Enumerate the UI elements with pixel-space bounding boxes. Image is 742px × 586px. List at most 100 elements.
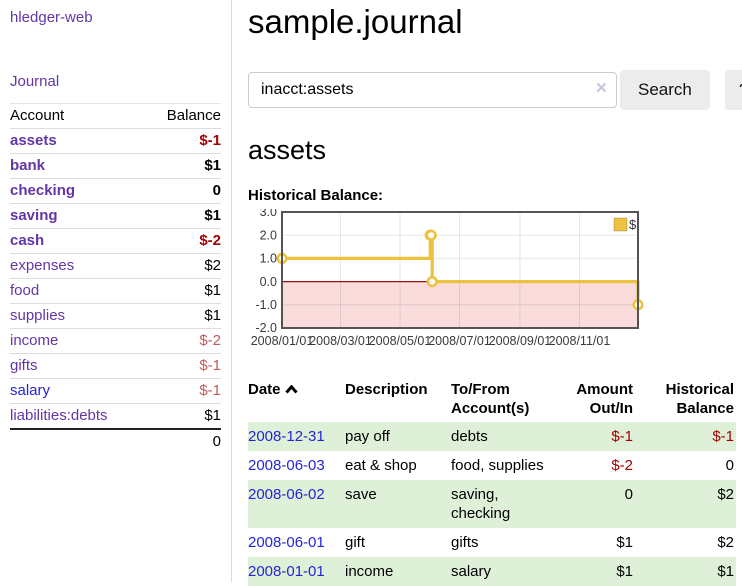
x-axis-tick-label: 2008/05/01 — [369, 334, 432, 348]
account-balance: $-1 — [145, 353, 221, 379]
account-name-cell: gifts — [10, 353, 146, 379]
transaction-date-link[interactable]: 2008-06-02 — [248, 486, 325, 503]
transaction-row: 2008-06-02 save saving, checking 0 $2 — [248, 480, 736, 528]
account-name-cell: cash — [10, 228, 146, 254]
account-balance: $1 — [145, 153, 221, 179]
help-button[interactable]: ? — [724, 70, 742, 110]
transaction-accounts: salary — [451, 563, 492, 580]
account-name-cell: food — [10, 278, 146, 304]
account-row: saving $1 — [10, 203, 221, 229]
plot-border — [281, 211, 639, 329]
account-link[interactable]: assets — [10, 132, 57, 149]
transaction-date-cell: 2008-06-03 — [248, 451, 345, 480]
sort-ascending-icon — [284, 380, 298, 399]
transaction-date-link[interactable]: 2008-06-03 — [248, 457, 325, 474]
transaction-row: 2008-12-31 pay off debts $-1 $-1 — [248, 422, 736, 451]
account-row: liabilities:debts $1 — [10, 403, 221, 429]
account-balance: 0 — [145, 178, 221, 204]
x-axis-tick-label: 2008/11/01 — [549, 334, 611, 348]
journal-nav-link[interactable]: Journal — [10, 73, 60, 90]
account-balance: $-2 — [145, 228, 221, 254]
account-row: income $-2 — [10, 328, 221, 354]
account-name-cell: expenses — [10, 253, 146, 279]
y-axis-tick-label: 3.0 — [260, 209, 277, 219]
legend-label: $ — [629, 217, 637, 232]
account-name-cell: saving — [10, 203, 146, 229]
transaction-accounts: debts — [451, 428, 488, 445]
register-header-row: Date Description To/From Account(s) Amou… — [248, 376, 736, 422]
transaction-date-link[interactable]: 2008-12-31 — [248, 428, 325, 445]
account-balance: $-2 — [145, 328, 221, 354]
y-axis-tick-label: 1.0 — [260, 252, 277, 266]
account-link[interactable]: gifts — [10, 357, 38, 374]
transaction-balance: 0 — [725, 457, 734, 474]
account-link[interactable]: food — [10, 282, 40, 299]
sidebar: hledger-web Journal Account Balance asse… — [0, 0, 232, 582]
date-column-header[interactable]: Date — [248, 376, 345, 422]
search-form: × Search ? — [248, 70, 742, 110]
transaction-amount: $1 — [616, 534, 633, 551]
transaction-amount: 0 — [624, 486, 633, 503]
account-balance: $1 — [145, 303, 221, 329]
account-link[interactable]: expenses — [10, 257, 75, 274]
account-name-cell: assets — [10, 128, 146, 154]
account-balance: $-1 — [145, 128, 221, 154]
transaction-balance: $-1 — [712, 428, 734, 445]
register-table: Date Description To/From Account(s) Amou… — [248, 376, 736, 586]
transaction-description: eat & shop — [345, 457, 417, 474]
x-axis-tick-label: 2008/01/01 — [251, 334, 314, 348]
account-balance: $-1 — [145, 378, 221, 404]
transaction-row: 2008-06-03 eat & shop food, supplies $-2 0 — [248, 451, 736, 480]
account-link[interactable]: cash — [10, 232, 45, 249]
x-axis-tick-label: 2008/03/01 — [309, 334, 372, 348]
clear-search-icon[interactable]: × — [595, 78, 607, 99]
transaction-balance: $2 — [717, 486, 734, 503]
account-name-cell: income — [10, 328, 146, 354]
transaction-description: pay off — [345, 428, 390, 445]
chart-title: Historical Balance: — [248, 187, 384, 204]
account-row: cash $-2 — [10, 228, 221, 254]
account-link[interactable]: liabilities:debts — [10, 407, 108, 424]
account-balance: $1 — [145, 403, 221, 429]
accounts-column-header: To/From Account(s) — [451, 381, 530, 417]
transaction-balance: $2 — [717, 534, 734, 551]
search-button[interactable]: Search — [620, 70, 710, 110]
transaction-description: gift — [345, 534, 366, 551]
transaction-amount: $-2 — [611, 457, 633, 474]
accounts-total-row: 0 — [10, 428, 221, 454]
transaction-date-cell: 2008-06-02 — [248, 480, 345, 528]
transaction-row: 2008-06-01 gift gifts $1 $2 — [248, 528, 736, 557]
account-name-cell: supplies — [10, 303, 146, 329]
account-link[interactable]: saving — [10, 207, 58, 224]
transaction-date-link[interactable]: 2008-01-01 — [248, 563, 325, 580]
data-point-marker — [425, 229, 437, 241]
date-header-label: Date — [248, 381, 281, 398]
account-row: bank $1 — [10, 153, 221, 179]
x-axis-tick-label: 2008/07/01 — [428, 334, 491, 348]
account-link[interactable]: bank — [10, 157, 46, 174]
transaction-date-cell: 2008-06-01 — [248, 528, 345, 557]
app-title-link[interactable]: hledger-web — [10, 9, 93, 26]
account-link[interactable]: salary — [10, 382, 51, 399]
data-point-marker — [426, 275, 438, 288]
account-name-cell: salary — [10, 378, 146, 404]
account-link[interactable]: income — [10, 332, 59, 349]
total-balance: 0 — [145, 428, 221, 454]
account-link[interactable]: checking — [10, 182, 76, 199]
account-column-header: Account — [10, 103, 146, 129]
account-balance: $1 — [145, 203, 221, 229]
transaction-date-link[interactable]: 2008-06-01 — [248, 534, 325, 551]
legend-swatch — [613, 217, 628, 232]
account-row: expenses $2 — [10, 253, 221, 279]
account-row: food $1 — [10, 278, 221, 304]
account-name-cell: checking — [10, 178, 146, 204]
search-input[interactable] — [248, 72, 617, 108]
y-axis-tick-label: -2.0 — [255, 321, 277, 335]
account-name-cell: bank — [10, 153, 146, 179]
y-axis-tick-label: -1.0 — [255, 298, 277, 312]
account-link[interactable]: supplies — [10, 307, 66, 324]
account-row: assets $-1 — [10, 128, 221, 154]
account-heading: assets — [248, 135, 327, 165]
account-row: checking 0 — [10, 178, 221, 204]
